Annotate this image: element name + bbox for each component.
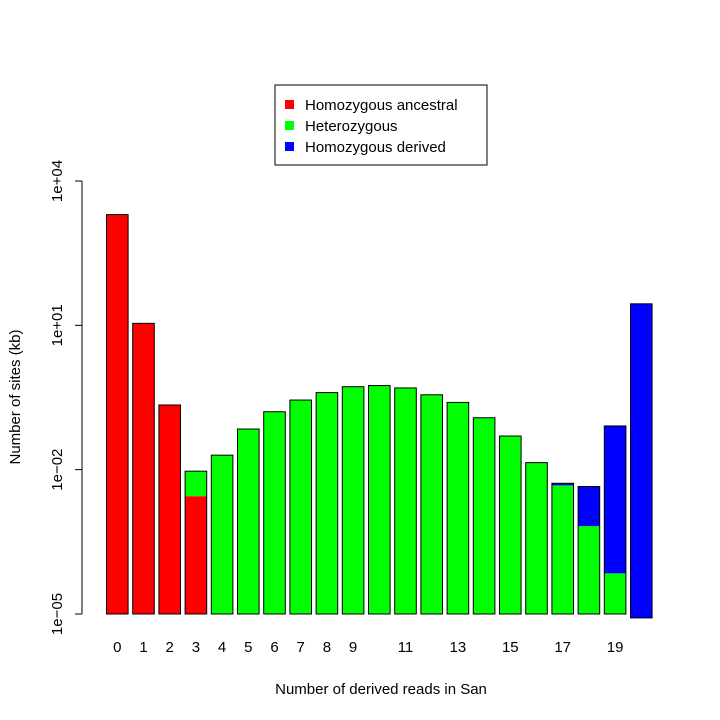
bar-segment-homozygous-derived-20 xyxy=(630,303,653,618)
x-tick-label: 3 xyxy=(192,639,200,656)
x-axis-label: Number of derived reads in San xyxy=(275,681,487,698)
bar-segment-heterozygous-15 xyxy=(499,436,522,614)
bar-segment-homozygous-ancestral-1 xyxy=(132,323,155,614)
x-tick-label: 0 xyxy=(113,639,121,656)
x-tick-label: 11 xyxy=(398,639,414,656)
x-tick-label: 2 xyxy=(166,639,174,656)
bar-outline-19 xyxy=(603,425,627,615)
x-tick-label: 9 xyxy=(349,639,357,656)
bar-segment-heterozygous-3 xyxy=(185,471,207,497)
bar-outline-1 xyxy=(132,322,155,615)
bar-segment-heterozygous-19 xyxy=(604,573,626,614)
bar-outline-16 xyxy=(525,462,548,615)
bar-segment-heterozygous-4 xyxy=(211,455,233,614)
bar-segment-homozygous-derived-17 xyxy=(551,483,574,486)
y-tick-label: 1e+04 xyxy=(49,160,66,202)
bar-outline-9 xyxy=(341,386,365,615)
bar-segment-heterozygous-8 xyxy=(316,392,338,614)
bar-segment-heterozygous-13 xyxy=(447,402,469,614)
bar-outline-17 xyxy=(551,482,575,615)
bar-segment-heterozygous-12 xyxy=(420,394,443,614)
x-tick-label: 6 xyxy=(270,639,278,656)
y-axis: 1e−05 1e−02 1e+01 1e+04 xyxy=(49,160,83,635)
bar-segment-heterozygous-9 xyxy=(342,386,364,614)
bar-segment-heterozygous-5 xyxy=(237,429,260,614)
bar-segment-heterozygous-6 xyxy=(263,411,286,614)
bar-segment-heterozygous-7 xyxy=(289,400,312,614)
bar-segment-heterozygous-17 xyxy=(551,485,574,614)
y-axis-label: Number of sites (kb) xyxy=(7,329,24,464)
bar-segment-homozygous-ancestral-2 xyxy=(158,405,181,614)
bars-group xyxy=(106,214,653,619)
bar-outline-18 xyxy=(577,485,601,615)
bar-outline-0 xyxy=(106,214,129,615)
bar-outline-4 xyxy=(210,454,234,615)
x-tick-label: 17 xyxy=(554,639,571,656)
bar-outline-20 xyxy=(630,303,653,619)
bar-segment-homozygous-derived-19 xyxy=(604,425,626,574)
legend: Homozygous ancestral Heterozygous Homozygo… xyxy=(274,84,488,166)
x-tick-label: 1 xyxy=(139,639,147,656)
x-tick-label: 15 xyxy=(502,639,519,656)
bar-outline-7 xyxy=(289,399,312,615)
x-tick-label: 13 xyxy=(450,639,467,656)
bar-segment-heterozygous-11 xyxy=(394,387,417,614)
bar-outline-11 xyxy=(394,387,417,615)
x-tick-label: 19 xyxy=(607,639,624,656)
legend-swatch xyxy=(285,100,294,109)
bar-segment-heterozygous-18 xyxy=(578,526,600,614)
bar-outline-12 xyxy=(420,394,443,615)
bar-segment-heterozygous-16 xyxy=(525,462,548,614)
y-tick-label: 1e−02 xyxy=(49,449,66,491)
legend-swatch xyxy=(285,121,294,130)
bar-outline-6 xyxy=(263,411,286,615)
legend-label: Homozygous derived xyxy=(305,139,446,156)
bar-outline-15 xyxy=(499,435,522,615)
y-tick-label: 1e+01 xyxy=(49,304,66,346)
y-tick-label: 1e−05 xyxy=(49,593,66,635)
legend-label: Heterozygous xyxy=(305,118,398,135)
x-tick-label: 8 xyxy=(323,639,331,656)
bar-segment-heterozygous-10 xyxy=(368,385,391,614)
bar-outline-10 xyxy=(368,385,391,615)
bar-outline-2 xyxy=(158,404,181,615)
legend-label: Homozygous ancestral xyxy=(305,97,458,114)
legend-swatch xyxy=(285,142,294,151)
legend-box xyxy=(274,84,488,166)
x-tick-label: 4 xyxy=(218,639,226,656)
bar-outline-13 xyxy=(446,401,470,615)
bar-segment-homozygous-ancestral-3 xyxy=(185,496,207,614)
bar-outline-5 xyxy=(237,428,260,615)
bar-outline-3 xyxy=(184,470,208,615)
x-axis: 0 1 2 3 4 5 6 7 8 9 11 13 15 17 19 xyxy=(113,639,623,656)
x-tick-label: 5 xyxy=(244,639,252,656)
bar-segment-homozygous-derived-18 xyxy=(578,486,600,527)
bar-outline-14 xyxy=(472,417,496,615)
x-tick-label: 7 xyxy=(297,639,305,656)
bar-outline-8 xyxy=(315,392,339,615)
bar-segment-homozygous-ancestral-0 xyxy=(106,214,129,614)
bar-segment-heterozygous-14 xyxy=(473,417,495,614)
